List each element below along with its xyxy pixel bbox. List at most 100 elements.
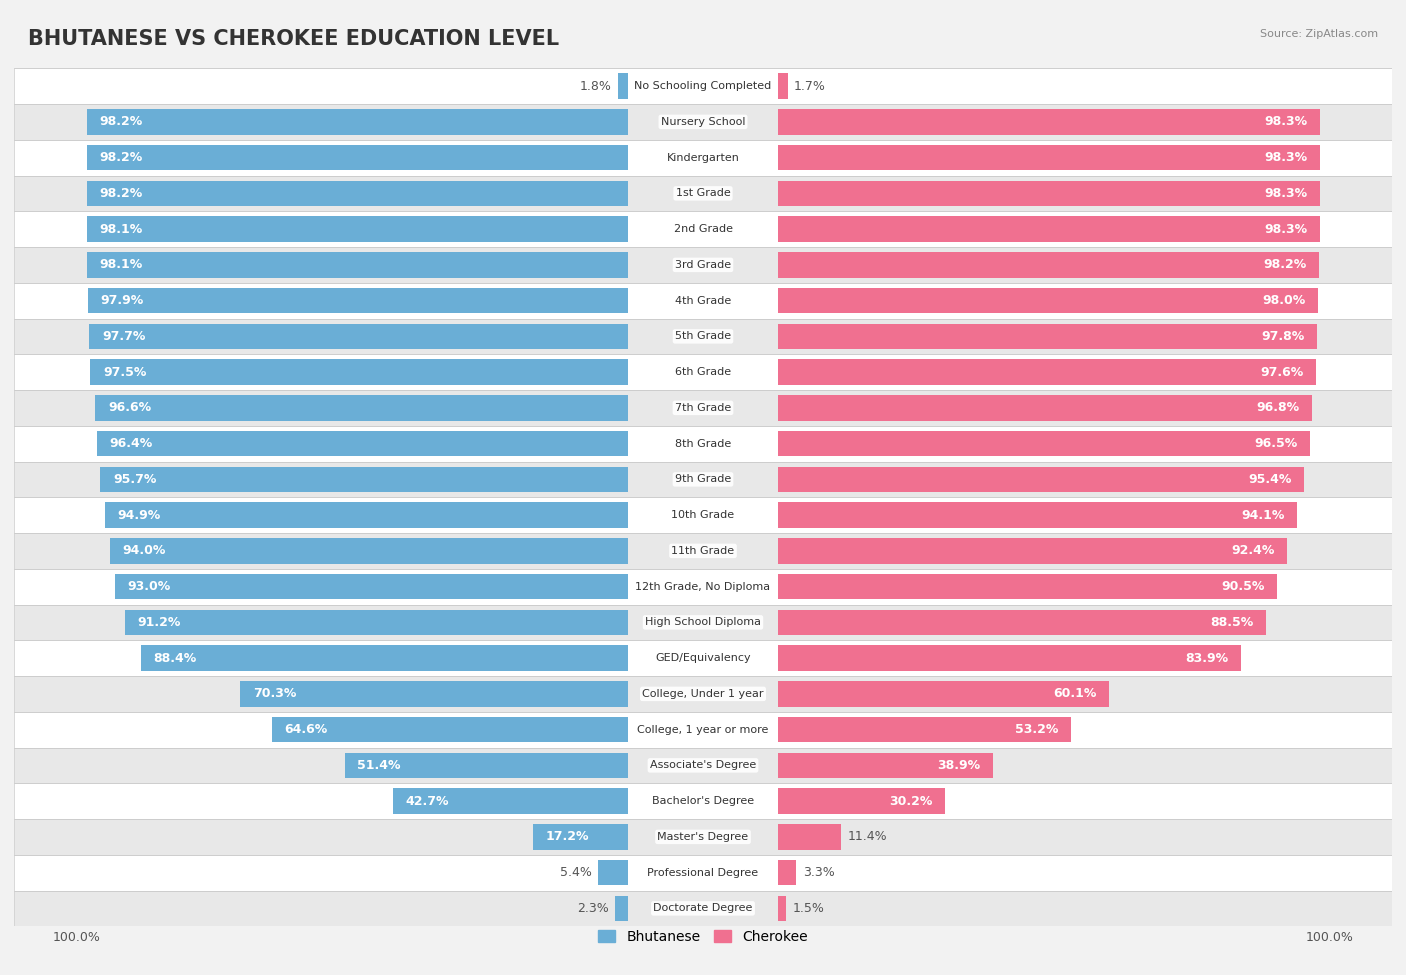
Text: 97.5%: 97.5% xyxy=(103,366,146,378)
Bar xyxy=(14,748,1392,783)
Bar xyxy=(14,390,1392,426)
Text: 98.1%: 98.1% xyxy=(100,258,143,271)
Text: 96.4%: 96.4% xyxy=(110,437,152,450)
Bar xyxy=(14,676,1392,712)
Bar xyxy=(89,288,628,314)
Bar xyxy=(344,753,628,778)
Text: High School Diploma: High School Diploma xyxy=(645,617,761,627)
Bar xyxy=(778,252,1319,278)
Text: Kindergarten: Kindergarten xyxy=(666,153,740,163)
Bar xyxy=(14,783,1392,819)
Text: 42.7%: 42.7% xyxy=(405,795,449,807)
Bar xyxy=(14,568,1392,604)
Text: 7th Grade: 7th Grade xyxy=(675,403,731,412)
Bar xyxy=(96,395,628,421)
Bar xyxy=(110,538,628,564)
Text: 1.8%: 1.8% xyxy=(579,80,612,93)
Text: 96.6%: 96.6% xyxy=(108,402,150,414)
Bar xyxy=(778,824,841,850)
Bar xyxy=(617,73,628,99)
Bar xyxy=(778,216,1320,242)
Bar xyxy=(115,573,628,600)
Text: 2.3%: 2.3% xyxy=(576,902,609,915)
Text: 70.3%: 70.3% xyxy=(253,687,297,700)
Bar xyxy=(778,324,1317,349)
Bar xyxy=(90,359,628,385)
Text: 83.9%: 83.9% xyxy=(1185,651,1227,665)
Bar xyxy=(616,895,628,921)
Text: 11th Grade: 11th Grade xyxy=(672,546,734,556)
Bar xyxy=(87,252,628,278)
Text: 9th Grade: 9th Grade xyxy=(675,475,731,485)
Bar xyxy=(240,681,628,707)
Text: 94.9%: 94.9% xyxy=(117,509,160,522)
Text: 5.4%: 5.4% xyxy=(560,866,592,879)
Text: 95.4%: 95.4% xyxy=(1249,473,1292,486)
Text: 98.0%: 98.0% xyxy=(1263,294,1306,307)
Bar xyxy=(778,466,1303,492)
Text: 60.1%: 60.1% xyxy=(1053,687,1097,700)
Text: 2nd Grade: 2nd Grade xyxy=(673,224,733,234)
Bar xyxy=(778,359,1316,385)
Text: 4th Grade: 4th Grade xyxy=(675,295,731,305)
Bar xyxy=(778,860,796,885)
Text: 64.6%: 64.6% xyxy=(284,723,328,736)
Bar xyxy=(778,502,1296,528)
Bar xyxy=(141,645,628,671)
Text: 10th Grade: 10th Grade xyxy=(672,510,734,520)
Text: 96.8%: 96.8% xyxy=(1256,402,1299,414)
Text: 97.9%: 97.9% xyxy=(101,294,143,307)
Text: 90.5%: 90.5% xyxy=(1220,580,1264,593)
Bar xyxy=(87,144,628,171)
Text: 12th Grade, No Diploma: 12th Grade, No Diploma xyxy=(636,582,770,592)
Bar xyxy=(14,247,1392,283)
Bar xyxy=(392,788,628,814)
Text: 94.1%: 94.1% xyxy=(1241,509,1284,522)
Bar xyxy=(778,895,786,921)
Bar xyxy=(14,533,1392,568)
Bar xyxy=(14,641,1392,676)
Text: Bachelor's Degree: Bachelor's Degree xyxy=(652,797,754,806)
Text: 1.5%: 1.5% xyxy=(793,902,824,915)
Text: 17.2%: 17.2% xyxy=(546,831,589,843)
Bar xyxy=(14,461,1392,497)
Bar xyxy=(90,324,628,349)
Text: No Schooling Completed: No Schooling Completed xyxy=(634,81,772,91)
Text: Associate's Degree: Associate's Degree xyxy=(650,760,756,770)
Bar xyxy=(125,609,628,636)
Bar xyxy=(14,855,1392,890)
Text: College, 1 year or more: College, 1 year or more xyxy=(637,724,769,734)
Bar xyxy=(533,824,628,850)
Bar xyxy=(14,712,1392,748)
Text: 5th Grade: 5th Grade xyxy=(675,332,731,341)
Text: Doctorate Degree: Doctorate Degree xyxy=(654,904,752,914)
Text: 1st Grade: 1st Grade xyxy=(676,188,730,198)
Text: 95.7%: 95.7% xyxy=(112,473,156,486)
Text: College, Under 1 year: College, Under 1 year xyxy=(643,689,763,699)
Bar xyxy=(778,144,1320,171)
Bar xyxy=(778,109,1320,135)
Text: 98.2%: 98.2% xyxy=(1264,258,1306,271)
Text: 30.2%: 30.2% xyxy=(889,795,932,807)
Text: 98.2%: 98.2% xyxy=(100,115,142,129)
Bar xyxy=(14,176,1392,212)
Text: 98.2%: 98.2% xyxy=(100,187,142,200)
Bar xyxy=(778,717,1071,743)
Bar xyxy=(778,395,1312,421)
Text: 98.3%: 98.3% xyxy=(1264,115,1308,129)
Text: Source: ZipAtlas.com: Source: ZipAtlas.com xyxy=(1260,29,1378,39)
Text: 93.0%: 93.0% xyxy=(128,580,172,593)
Bar xyxy=(778,609,1265,636)
Bar xyxy=(778,788,945,814)
Bar xyxy=(778,180,1320,207)
Bar xyxy=(87,180,628,207)
Text: 96.5%: 96.5% xyxy=(1254,437,1298,450)
Text: 98.2%: 98.2% xyxy=(100,151,142,164)
Bar xyxy=(778,73,787,99)
Text: 94.0%: 94.0% xyxy=(122,544,166,558)
Bar xyxy=(14,497,1392,533)
Bar xyxy=(14,426,1392,461)
Text: 6th Grade: 6th Grade xyxy=(675,368,731,377)
Bar xyxy=(778,753,993,778)
Bar xyxy=(87,109,628,135)
